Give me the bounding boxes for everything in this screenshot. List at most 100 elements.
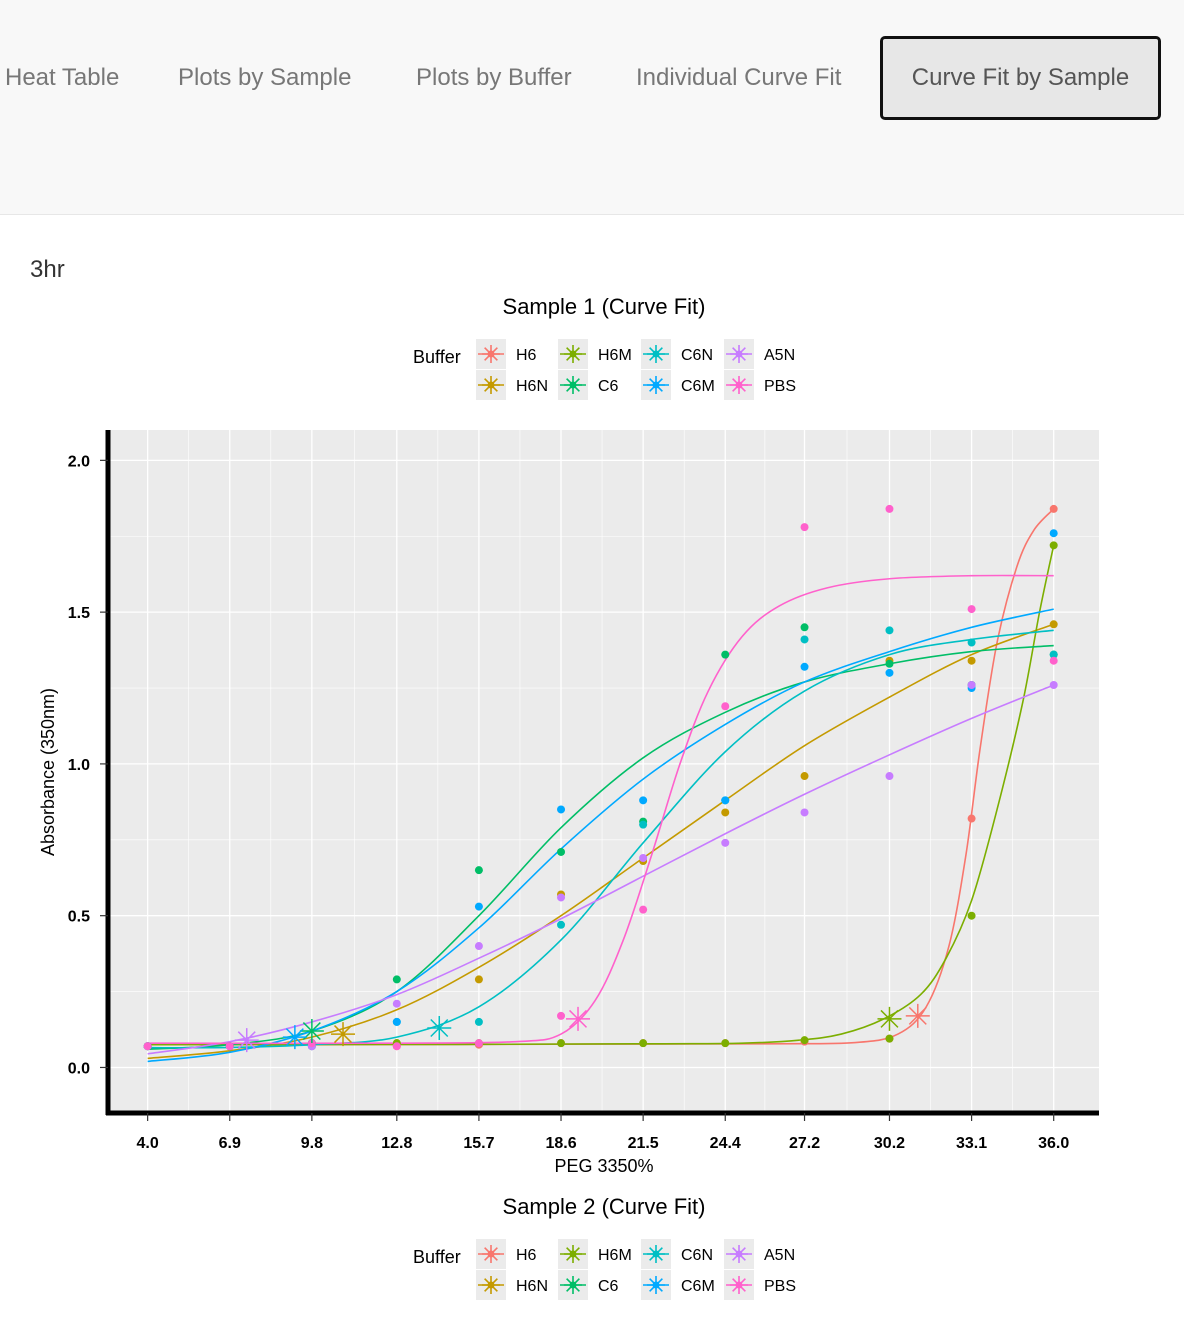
midpoint-marker-a5n (234, 1028, 259, 1053)
section-title: 3hr (30, 256, 65, 283)
data-point-pbs (1049, 656, 1058, 665)
y-axis-label: Absorbance (350nm) (38, 688, 58, 856)
legend-key-point (569, 350, 577, 358)
legend-label: H6M (598, 347, 632, 364)
legend-key-point (487, 1281, 495, 1289)
legend-item-c6: C6 (558, 370, 619, 400)
data-point-c6m (721, 796, 730, 805)
data-point-c6n (1049, 650, 1058, 659)
data-points (143, 504, 1058, 1051)
data-point-pbs (392, 1042, 401, 1051)
x-tick-label: 15.7 (463, 1135, 494, 1152)
legend-item-h6: H6 (476, 339, 537, 369)
legend-item-a5n: A5N (724, 339, 795, 369)
data-point-c6 (885, 659, 894, 668)
data-point-a5n (885, 772, 894, 781)
data-point-h6n (800, 772, 809, 781)
data-point-c6n (639, 820, 648, 829)
tab-heat-table[interactable]: Heat Table (5, 64, 120, 91)
data-point-c6n (557, 920, 566, 929)
data-point-pbs (639, 905, 648, 914)
legend-key-point (735, 350, 743, 358)
midpoint-marker-pbs (566, 1006, 591, 1031)
data-point-h6 (1049, 504, 1058, 513)
tab-curve-fit-by-sample[interactable]: Curve Fit by Sample (880, 36, 1161, 120)
data-point-c6m (885, 668, 894, 677)
midpoint-marker-h6 (905, 1003, 930, 1028)
chart-title: Sample 2 (Curve Fit) (503, 1194, 706, 1219)
midpoint-marker-h6m (877, 1006, 902, 1031)
data-point-h6m (967, 911, 976, 920)
legend-label: H6 (516, 1247, 537, 1264)
data-point-c6n (885, 626, 894, 635)
data-point-h6m (800, 1036, 809, 1045)
x-tick-label: 6.9 (219, 1135, 241, 1152)
fit-curve-h6n (147, 623, 1054, 1060)
data-point-c6n (474, 1017, 483, 1026)
legend-label: C6N (681, 347, 713, 364)
data-point-h6n (721, 808, 730, 817)
data-point-c6n (967, 638, 976, 647)
x-tick-label: 27.2 (789, 1135, 820, 1152)
plot-panel (108, 430, 1099, 1113)
legend-label: C6 (598, 1278, 619, 1295)
midpoint-marker-h6n (331, 1022, 356, 1047)
data-point-a5n (800, 808, 809, 817)
chart-title: Sample 1 (Curve Fit) (503, 294, 706, 319)
fit-curve-c6m (147, 608, 1054, 1063)
grid (108, 430, 1099, 1113)
x-tick-label: 4.0 (137, 1135, 159, 1152)
legend-label: C6N (681, 1247, 713, 1264)
legend-key-point (652, 1281, 660, 1289)
data-point-h6m (885, 1034, 894, 1043)
data-point-pbs (885, 504, 894, 513)
data-point-h6n (474, 975, 483, 984)
data-point-h6n (967, 656, 976, 665)
data-point-c6 (392, 975, 401, 984)
legend-title: Buffer (413, 347, 461, 367)
x-axis-label: PEG 3350% (554, 1156, 653, 1176)
legend: Buffer H6 H6N H6M C6 C6N C6M A5N PBS (413, 339, 796, 400)
data-point-h6n (1049, 620, 1058, 629)
legend-item-h6m: H6M (558, 339, 632, 369)
data-point-pbs (474, 1039, 483, 1048)
legend-label: A5N (764, 1247, 795, 1264)
fit-curve-a5n (147, 684, 1055, 1055)
midpoint-marker-c6m (282, 1025, 307, 1050)
data-point-pbs (225, 1042, 234, 1051)
legend-item-pbs: PBS (724, 1270, 796, 1300)
legend-item-h6: H6 (476, 1239, 537, 1269)
midpoint-marker-c6n (427, 1016, 452, 1040)
data-point-pbs (800, 523, 809, 532)
x-tick-label: 30.2 (874, 1135, 905, 1152)
legend-key-point (735, 1250, 743, 1258)
data-point-a5n (967, 680, 976, 689)
legend-item-c6m: C6M (641, 1270, 715, 1300)
tab-plots-by-sample[interactable]: Plots by Sample (178, 64, 352, 91)
legend-label: C6M (681, 378, 715, 395)
legend: Buffer H6 H6N H6M C6 C6N C6M A5N PBS (413, 1239, 796, 1300)
data-point-a5n (474, 942, 483, 951)
legend-label: H6N (516, 378, 548, 395)
legend-key-point (487, 381, 495, 389)
legend-key-point (735, 381, 743, 389)
data-point-c6m (557, 805, 566, 814)
data-point-c6 (474, 866, 483, 875)
data-point-h6 (967, 814, 976, 823)
legend-label: C6M (681, 1278, 715, 1295)
chart-sample-1: Sample 1 (Curve Fit) Buffer H6 H6N H6M C6 C6N… (38, 294, 1099, 1176)
data-point-h6m (557, 1039, 566, 1048)
legend-label: H6M (598, 1247, 632, 1264)
data-point-c6 (800, 623, 809, 632)
midpoint-marker-c6 (299, 1019, 324, 1044)
data-point-c6m (1049, 529, 1058, 538)
legend-key-point (487, 1250, 495, 1258)
legend-item-c6n: C6N (641, 339, 713, 369)
data-point-pbs (967, 605, 976, 614)
y-tick-label: 1.5 (68, 605, 90, 622)
tab-plots-by-buffer[interactable]: Plots by Buffer (416, 64, 572, 91)
data-point-pbs (143, 1042, 152, 1051)
x-tick-label: 33.1 (956, 1135, 987, 1152)
legend-item-pbs: PBS (724, 370, 796, 400)
tab-individual-curve-fit[interactable]: Individual Curve Fit (636, 64, 842, 91)
